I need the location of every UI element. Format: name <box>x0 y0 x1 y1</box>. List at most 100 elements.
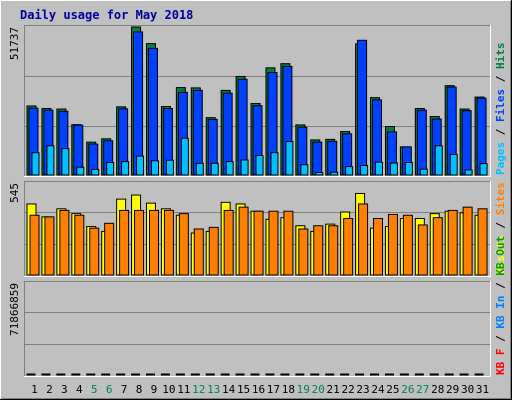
legend-entry: Files <box>494 89 507 122</box>
bar-kb-f-day-15 <box>235 373 245 376</box>
legend-entry: / <box>494 215 507 235</box>
bar-sites-day-2 <box>44 216 55 276</box>
x-tick-label: 21 <box>327 383 340 396</box>
bar-kb-f-day-22 <box>340 373 350 376</box>
bar-kb-f-day-23 <box>355 373 365 376</box>
bar-kb-f-day-13 <box>205 373 215 376</box>
bar-pages-day-14 <box>225 161 234 176</box>
bar-pages-day-5 <box>91 168 100 176</box>
series-pages <box>31 137 488 176</box>
panel-top: 51737 Pages / Files / Hits <box>8 25 507 177</box>
bar-sites-day-28 <box>432 217 443 276</box>
x-tick-label: 4 <box>76 383 83 396</box>
x-tick-label: 20 <box>312 383 325 396</box>
bar-sites-day-30 <box>462 206 473 276</box>
panel-middle: 545 Visits / Sites <box>8 181 507 277</box>
bar-kb-f-day-20 <box>310 373 320 376</box>
x-tick-label: 24 <box>371 383 385 396</box>
bar-kb-f-day-17 <box>265 373 275 376</box>
bar-kb-f-day-6 <box>101 373 111 376</box>
x-tick-label: 3 <box>61 383 68 396</box>
x-tick-label: 22 <box>341 383 354 396</box>
bar-sites-day-10 <box>163 209 174 276</box>
bar-files-day-8 <box>133 31 144 176</box>
legend-entry: KB F <box>494 349 507 376</box>
bar-sites-day-25 <box>387 213 398 276</box>
bar-files-day-20 <box>312 141 323 176</box>
bar-kb-f-day-16 <box>250 373 260 376</box>
bar-pages-day-11 <box>180 137 189 176</box>
bar-pages-day-30 <box>464 169 473 176</box>
bar-pages-day-23 <box>360 165 369 176</box>
bar-kb-f-day-21 <box>325 373 335 376</box>
bar-kb-f-day-31 <box>474 373 484 376</box>
bar-pages-day-16 <box>255 155 264 176</box>
bar-kb-f-day-11 <box>175 373 185 376</box>
x-tick-label: 5 <box>91 383 98 396</box>
legend-entry: KB In <box>494 296 507 329</box>
x-tick-label: 25 <box>386 383 399 396</box>
x-tick-label: 15 <box>237 383 250 396</box>
chart-title: Daily usage for May 2018 <box>20 8 193 22</box>
bar-pages-day-4 <box>76 166 85 176</box>
series-sites <box>29 203 488 276</box>
legend-entry: Hits <box>494 43 507 70</box>
bar-pages-day-6 <box>106 161 115 176</box>
bar-pages-day-10 <box>165 159 174 176</box>
bar-kb-f-day-24 <box>370 373 380 376</box>
panel-bottom: 71866859 KB F / KB In / KB Out <box>8 236 507 377</box>
bar-pages-day-12 <box>195 162 204 176</box>
x-tick-label: 30 <box>461 383 474 396</box>
bar-sites-day-26 <box>402 214 413 276</box>
bar-kb-f-day-4 <box>71 373 81 376</box>
series-kb-f <box>26 373 484 376</box>
bar-pages-day-7 <box>121 161 130 176</box>
bar-pages-day-27 <box>419 168 428 176</box>
legend-entry: / <box>494 69 507 89</box>
bar-kb-f-day-12 <box>190 373 200 376</box>
panel-bottom-scale-label: 71866859 <box>8 283 21 336</box>
x-axis-labels: 1 2 3 4 5 6 7 8 9 10 11 12 13 14 15 16 17 18 19 20 21 22 23 24 2… <box>31 383 489 396</box>
bar-kb-f-day-3 <box>56 373 66 376</box>
bar-sites-day-11 <box>178 213 189 276</box>
legend-entry: Visits <box>494 235 507 275</box>
bar-sites-day-21 <box>328 225 339 276</box>
x-tick-label: 27 <box>416 383 429 396</box>
legend-entry: KB Out <box>494 236 507 276</box>
bar-pages-day-13 <box>210 162 219 176</box>
bar-kb-f-day-7 <box>116 373 126 376</box>
bar-sites-day-13 <box>208 226 219 276</box>
legend-entry: Pages <box>494 142 507 175</box>
bar-kb-f-day-27 <box>414 373 424 376</box>
legend-entry: / <box>494 329 507 349</box>
bar-pages-day-20 <box>315 171 324 176</box>
bar-pages-day-26 <box>404 161 413 176</box>
bar-sites-day-22 <box>343 217 354 276</box>
bar-kb-f-day-2 <box>41 373 51 376</box>
bar-files-day-21 <box>327 140 338 176</box>
bar-pages-day-25 <box>389 162 398 176</box>
bar-sites-day-8 <box>134 209 145 276</box>
x-tick-label: 23 <box>356 383 369 396</box>
bar-kb-f-day-26 <box>399 373 409 376</box>
x-tick-label: 1 <box>31 383 38 396</box>
x-tick-label: 9 <box>151 383 158 396</box>
bar-pages-day-8 <box>136 155 145 176</box>
bar-sites-day-1 <box>29 214 40 276</box>
bar-files-day-30 <box>461 110 472 176</box>
bar-pages-day-3 <box>61 148 70 176</box>
bar-sites-day-27 <box>417 224 428 276</box>
bar-kb-f-day-9 <box>145 373 155 376</box>
bar-sites-day-16 <box>253 210 264 276</box>
bar-kb-f-day-10 <box>160 373 170 376</box>
x-tick-label: 13 <box>207 383 220 396</box>
bar-pages-day-31 <box>479 163 488 176</box>
bar-files-day-9 <box>147 47 158 176</box>
x-tick-label: 29 <box>446 383 459 396</box>
bar-kb-f-day-8 <box>131 373 141 376</box>
bar-sites-day-31 <box>477 208 488 276</box>
bar-pages-day-18 <box>285 141 294 176</box>
bar-sites-day-23 <box>358 203 369 276</box>
legend-entry: / <box>494 122 507 142</box>
